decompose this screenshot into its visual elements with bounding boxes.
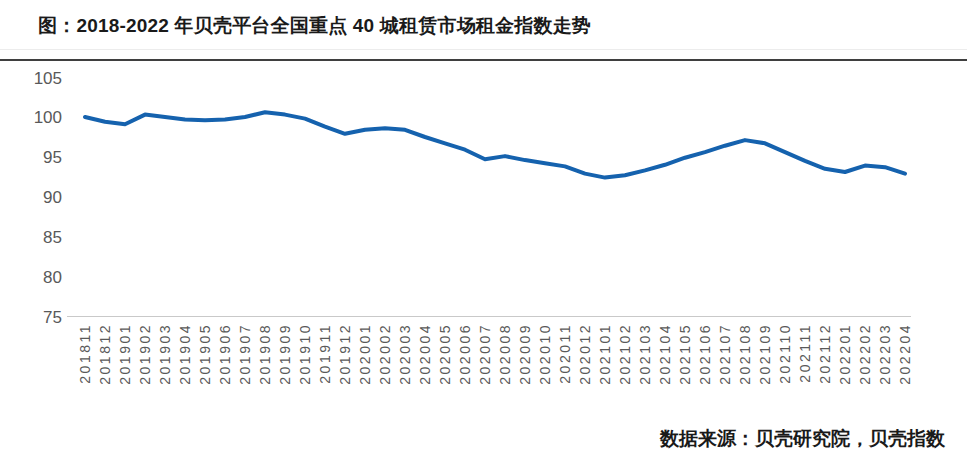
x-axis-tick-label: 201812: [97, 323, 113, 385]
x-axis-tick-label: 201811: [77, 323, 93, 384]
x-axis-tick-label: 202101: [597, 323, 613, 385]
x-axis-tick-label: 202109: [757, 323, 773, 385]
x-axis-tick-label: 201903: [157, 323, 173, 385]
rent-index-line: [85, 112, 905, 177]
x-axis-tick-label: 202009: [517, 323, 533, 385]
x-axis-tick-label: 201902: [137, 323, 153, 385]
x-axis-tick-label: 202203: [877, 323, 893, 385]
x-axis-tick-label: 202110: [777, 323, 793, 384]
x-axis-tick-label: 201901: [117, 323, 133, 385]
y-axis-tick-label: 80: [43, 268, 62, 287]
x-axis-tick-label: 202204: [897, 323, 913, 385]
rent-index-line-chart: 105 100 95 90 85 80 75 201811201812201901201902…: [0, 0, 967, 470]
x-axis-tick-label: 201905: [197, 323, 213, 385]
x-axis-tick-label: 201906: [217, 323, 233, 385]
x-axis-tick-label: 202202: [857, 323, 873, 385]
rent-index-chart-page: 图：2018-2022 年贝壳平台全国重点 40 城租赁市场租金指数走势 105…: [0, 0, 967, 470]
x-axis-tick-label: 202111: [797, 323, 813, 383]
y-axis-tick-label: 105: [34, 69, 62, 88]
x-axis-tick-label: 201908: [257, 323, 273, 385]
y-axis-tick-label: 90: [43, 188, 62, 207]
x-axis-tick-label: 202004: [417, 323, 433, 385]
x-axis-tick-label: 202108: [737, 323, 753, 385]
x-axis-tick-label: 202201: [837, 323, 853, 385]
x-axis-tick-label: 201911: [317, 323, 333, 384]
x-axis-tick-label: 202106: [697, 323, 713, 385]
x-axis-tick-label: 202103: [637, 323, 653, 385]
x-axis-tick-label: 202008: [497, 323, 513, 385]
y-axis-tick-label: 100: [34, 108, 62, 127]
x-axis-tick-label: 202107: [717, 323, 733, 385]
x-axis-tick-label: 202003: [397, 323, 413, 385]
x-axis-tick-label: 201910: [297, 323, 313, 385]
x-axis-tick-label: 202005: [437, 323, 453, 385]
x-axis-tick-label: 202012: [577, 323, 593, 385]
x-axis-tick-label: 202105: [677, 323, 693, 385]
x-axis-tick-label: 202002: [377, 323, 393, 385]
x-axis-tick-label: 201904: [177, 323, 193, 385]
x-axis-tick-label: 202011: [557, 323, 573, 384]
y-axis-tick-label: 95: [43, 148, 62, 167]
data-source-note: 数据来源：贝壳研究院，贝壳指数: [660, 426, 945, 452]
y-axis-tick-label: 85: [43, 228, 62, 247]
x-axis-tick-label: 202006: [457, 323, 473, 385]
x-axis-tick-label: 201909: [277, 323, 293, 385]
y-axis-tick-label: 75: [43, 308, 62, 327]
x-axis-tick-label: 202010: [537, 323, 553, 385]
x-axis-tick-label: 201907: [237, 323, 253, 385]
x-axis-tick-label: 201912: [337, 323, 353, 385]
x-axis-tick-label: 202001: [357, 323, 373, 385]
x-axis-tick-label: 202102: [617, 323, 633, 385]
x-axis-tick-label: 202007: [477, 323, 493, 385]
x-axis-tick-label: 202104: [657, 323, 673, 385]
x-axis-tick-label: 202112: [817, 323, 833, 384]
